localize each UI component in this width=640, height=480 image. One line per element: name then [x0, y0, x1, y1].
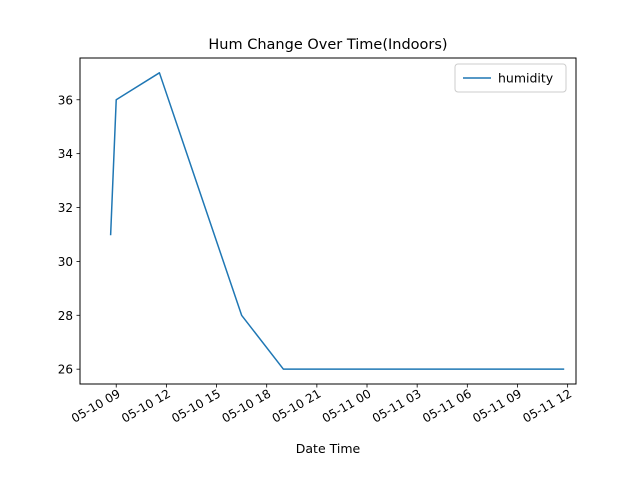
series-line-0: [109, 72, 565, 370]
y-tick-label: 30: [58, 255, 73, 269]
y-tick-label: 28: [58, 309, 73, 323]
y-tick-label: 26: [58, 363, 73, 377]
axes-frame: [79, 57, 577, 385]
legend-label-0: humidity: [498, 71, 554, 86]
y-tick-label: 34: [58, 147, 73, 161]
x-axis-label: Date Time: [296, 441, 361, 456]
chart-title: Hum Change Over Time(Indoors): [208, 37, 447, 53]
legend-box: [454, 63, 567, 93]
y-tick-label: 36: [58, 93, 73, 107]
y-tick-label: 32: [58, 201, 73, 215]
